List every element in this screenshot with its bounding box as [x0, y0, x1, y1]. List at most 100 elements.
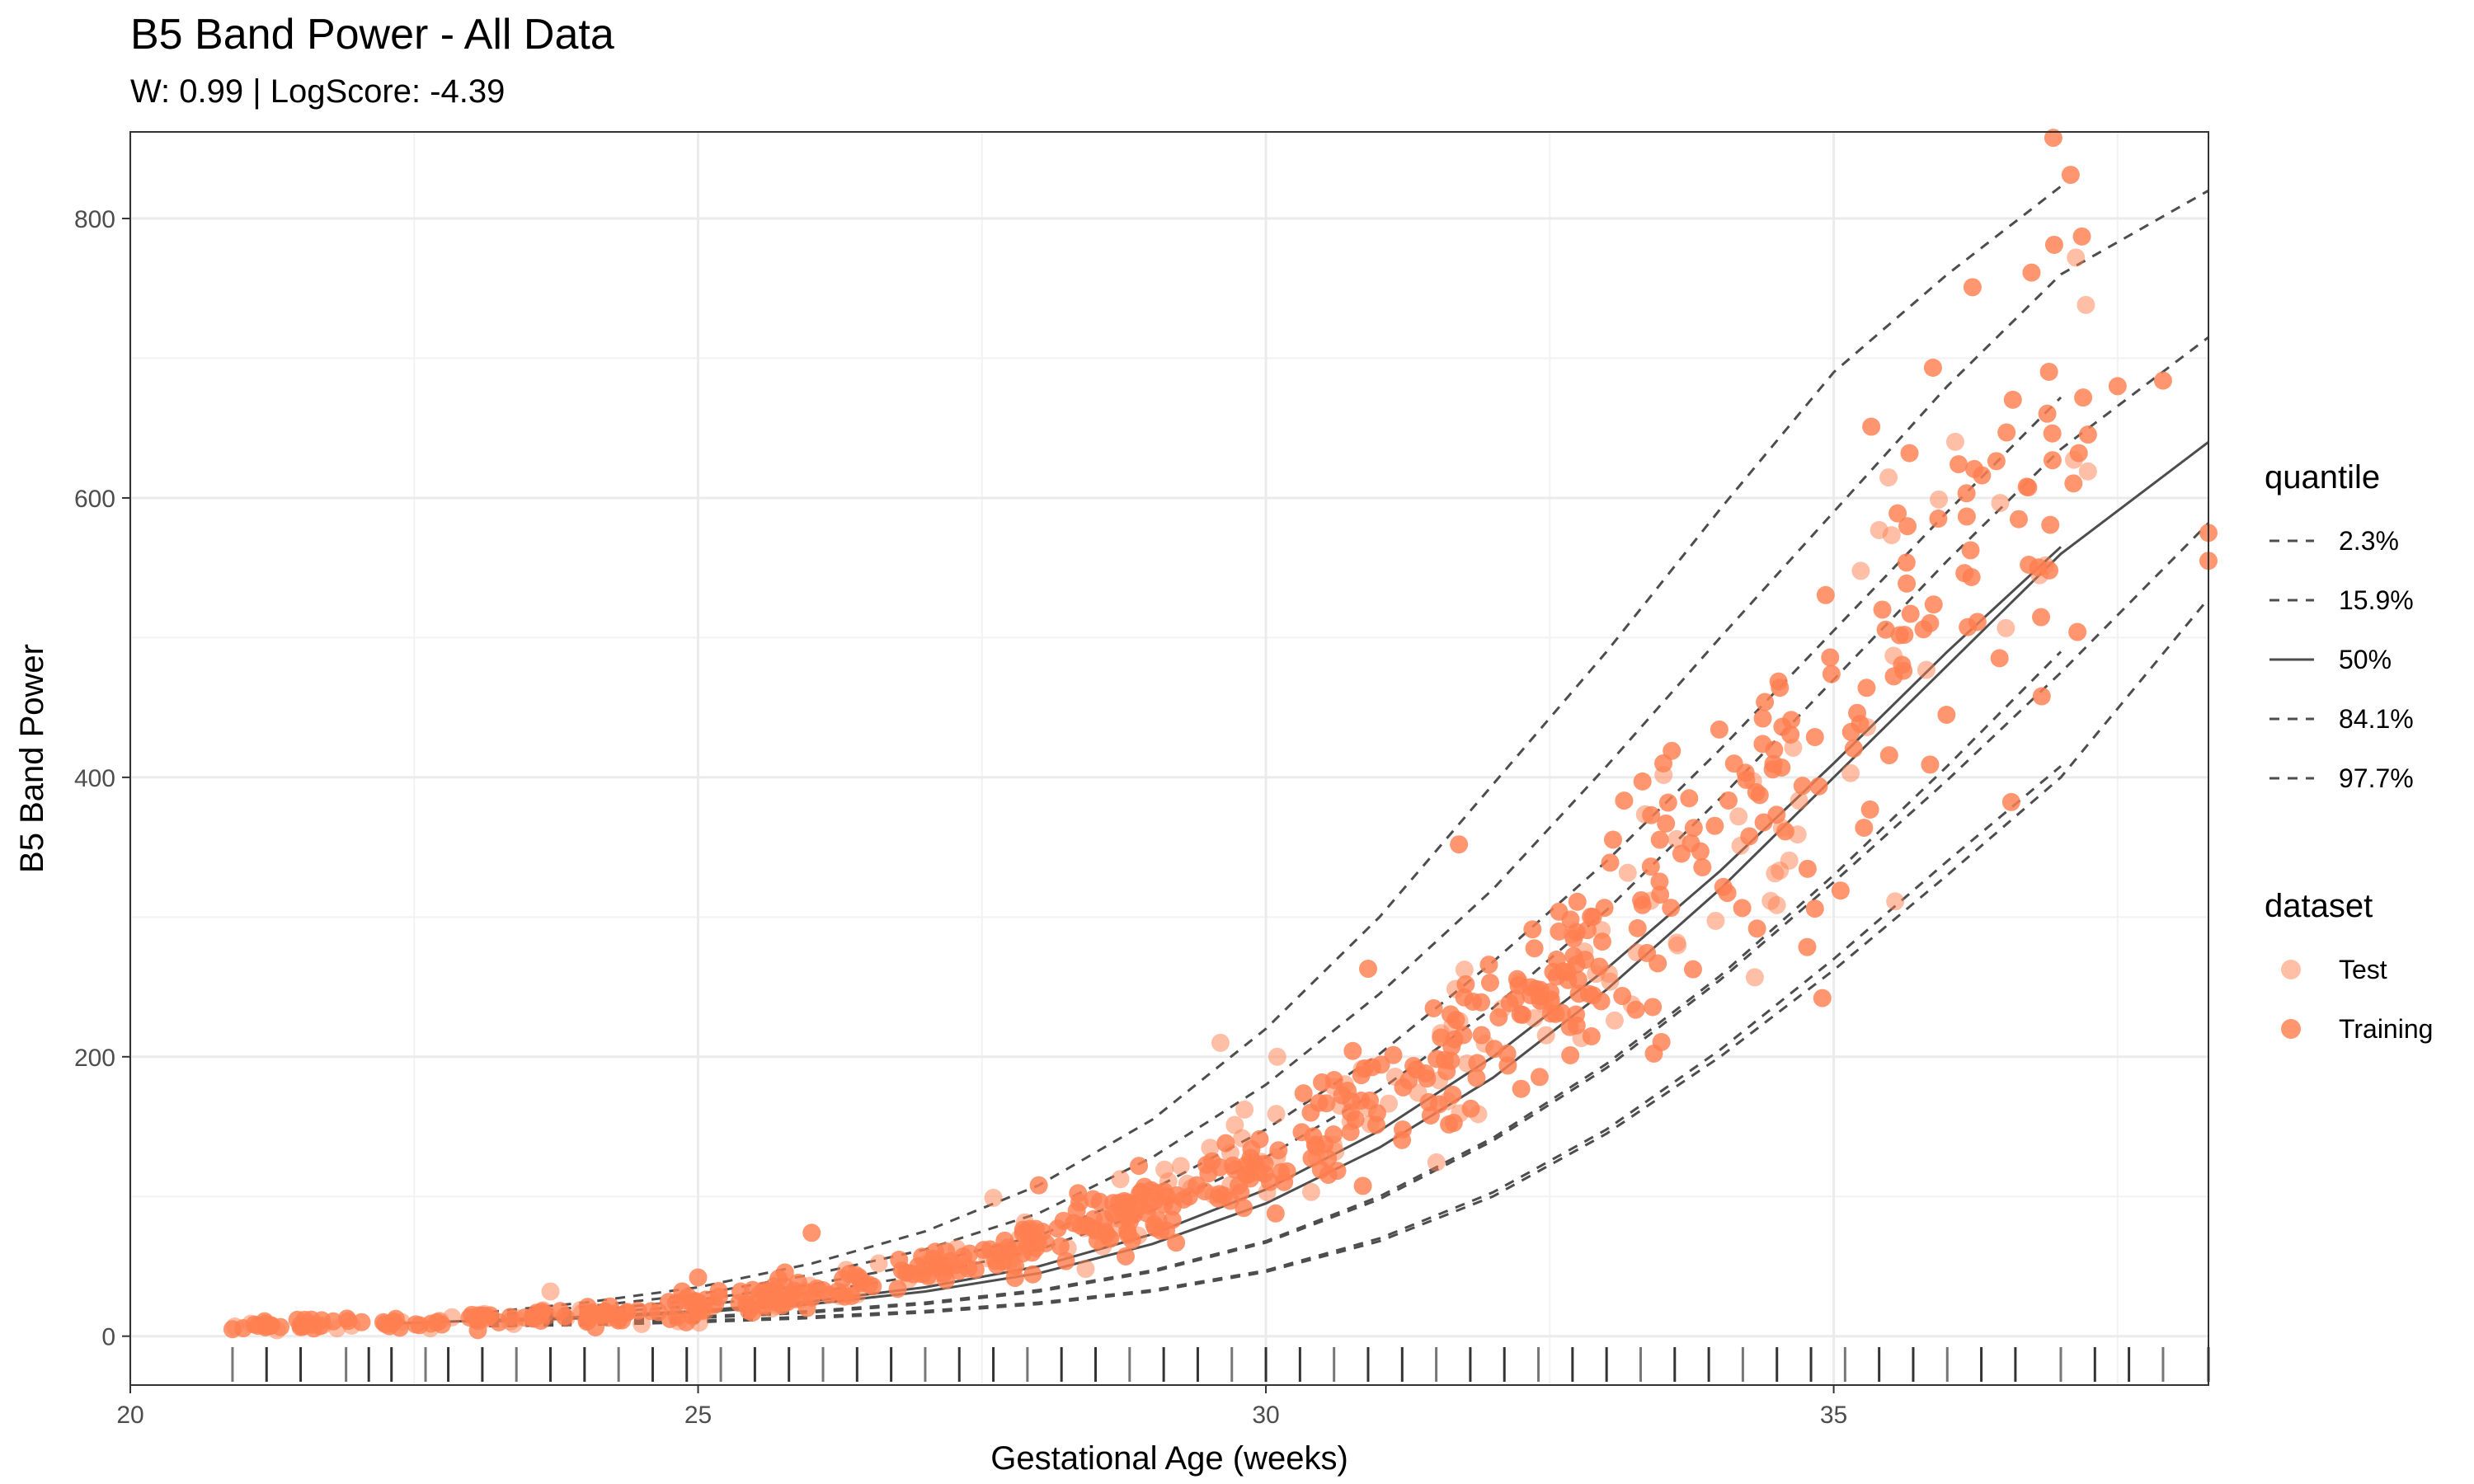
scatter-point	[2043, 424, 2062, 443]
scatter-point	[1525, 939, 1544, 958]
scatter-point	[1294, 1084, 1313, 1103]
scatter-point	[1879, 468, 1898, 487]
scatter-point	[1568, 892, 1587, 911]
scatter-point	[1603, 830, 1622, 849]
scatter-point	[1649, 954, 1667, 973]
scatter-point	[1424, 999, 1443, 1018]
scatter-point	[1684, 819, 1703, 838]
plot-border	[129, 131, 2209, 1386]
scatter-point	[1657, 814, 1676, 833]
scatter-point	[1301, 1103, 1320, 1122]
scatter-point	[1151, 1221, 1170, 1240]
scatter-point	[897, 1263, 916, 1282]
scatter-point	[1075, 1219, 1094, 1237]
scatter-point	[1258, 1183, 1277, 1202]
scatter-point	[1468, 1054, 1487, 1073]
scatter-point	[1740, 827, 1759, 846]
scatter-point	[1945, 432, 1964, 451]
scatter-point	[1831, 881, 1850, 900]
scatter-point	[1888, 504, 1907, 523]
scatter-point	[2032, 608, 2051, 627]
scatter-point	[1997, 423, 2016, 442]
scatter-point	[541, 1282, 560, 1301]
legend-quantile-label: 15.9%	[2339, 585, 2414, 615]
scatter-point	[1650, 830, 1669, 849]
scatter-point	[1766, 864, 1785, 883]
scatter-point	[628, 1301, 647, 1320]
scatter-point	[1900, 444, 1919, 463]
scatter-point	[1798, 937, 1817, 956]
scatter-point	[1076, 1260, 1095, 1279]
scatter-point	[1129, 1226, 1148, 1245]
scatter-point	[2077, 295, 2095, 314]
scatter-point	[1509, 976, 1528, 995]
axes: 20 25 30 35 0 200 400 600 800	[74, 206, 1847, 1429]
scatter-point	[853, 1272, 872, 1291]
scatter-point	[1753, 709, 1772, 728]
scatter-point	[1130, 1157, 1149, 1176]
scatter-point	[1719, 791, 1738, 810]
scatter-point	[1895, 626, 1914, 645]
scatter-point	[1613, 987, 1632, 1006]
scatter-points	[223, 129, 2218, 1340]
scatter-point	[1873, 600, 1892, 619]
scatter-point	[1997, 618, 2015, 637]
scatter-point	[743, 1303, 762, 1322]
scatter-point	[352, 1313, 371, 1331]
scatter-point	[1384, 1045, 1403, 1064]
scatter-point	[2022, 263, 2041, 282]
legend-quantile-label: 2.3%	[2339, 526, 2399, 556]
scatter-point	[1780, 851, 1799, 870]
scatter-point	[1901, 604, 1920, 623]
scatter-point	[337, 1309, 356, 1328]
scatter-point	[577, 1313, 596, 1331]
scatter-point	[1479, 956, 1498, 974]
scatter-point	[1788, 825, 1807, 844]
scatter-point	[291, 1316, 310, 1335]
scatter-point	[1658, 793, 1677, 812]
scatter-point	[1111, 1170, 1130, 1189]
scatter-point	[1705, 816, 1724, 835]
scatter-point	[1455, 960, 1474, 979]
scatter-point	[1201, 1139, 1220, 1158]
scatter-point	[1241, 1148, 1260, 1167]
scatter-point	[1737, 770, 1756, 789]
legend-dataset-label: Training	[2339, 1014, 2433, 1044]
scatter-point	[1747, 782, 1766, 801]
scatter-point	[1680, 789, 1699, 808]
scatter-point	[974, 1241, 993, 1260]
scatter-point	[756, 1291, 775, 1310]
scatter-point	[1541, 983, 1560, 1002]
scatter-point	[1633, 772, 1652, 791]
scatter-point	[1233, 1129, 1252, 1148]
scatter-point	[1898, 517, 1917, 536]
scatter-point	[659, 1293, 678, 1312]
scatter-point	[1197, 1155, 1216, 1174]
scatter-point	[1745, 968, 1764, 987]
scatter-point	[1421, 1106, 1440, 1125]
scatter-point	[1921, 613, 1940, 632]
scatter-point	[1733, 899, 1752, 918]
scatter-point	[1209, 1189, 1228, 1208]
scatter-point	[1592, 992, 1611, 1011]
legend-quantile-label: 84.1%	[2339, 704, 2414, 734]
scatter-point	[1464, 992, 1483, 1011]
scatter-point	[1592, 921, 1611, 940]
scatter-point	[2030, 566, 2049, 585]
legend-dataset-label: Test	[2339, 955, 2387, 984]
quantile-curve-84-1pct	[471, 396, 2062, 1320]
scatter-point	[223, 1320, 242, 1339]
scatter-point	[527, 1306, 546, 1325]
scatter-point	[958, 1259, 977, 1278]
scatter-point	[1131, 1184, 1150, 1203]
scatter-point	[1633, 895, 1652, 914]
scatter-point	[1601, 853, 1620, 872]
scatter-point	[1937, 705, 1956, 724]
scatter-point	[1216, 1134, 1235, 1153]
quantile-curve-15-9pct	[471, 522, 2210, 1327]
scatter-point	[1249, 1162, 1268, 1181]
scatter-point	[2068, 622, 2087, 641]
rug-ticks	[231, 1347, 2210, 1382]
scatter-point	[1618, 863, 1637, 882]
scatter-point	[1023, 1243, 1042, 1262]
